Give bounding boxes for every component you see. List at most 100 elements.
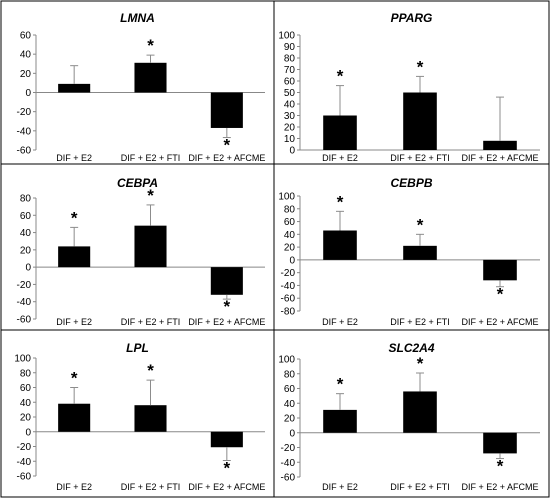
chart-0-category-label-2: DIF + E2 + AFCME	[188, 153, 265, 163]
chart-0-title: LMNA	[120, 11, 155, 25]
chart-3-y-tick-label-2: -40	[281, 281, 296, 292]
chart-0-category-label-1: DIF + E2 + FTI	[121, 153, 181, 163]
chart-3-y-tick-label-8: 80	[284, 204, 296, 215]
chart-4-category-label-2: DIF + E2 + AFCME	[188, 482, 265, 492]
chart-1-y-tick-label-9: 90	[284, 42, 296, 53]
chart-0-y-tick-label-2: -20	[17, 107, 32, 118]
chart-3-bar-2	[483, 259, 517, 281]
chart-4-title: LPL	[126, 341, 149, 355]
chart-3-y-tick-label-7: 60	[284, 217, 296, 228]
chart-1-significance-0: *	[337, 67, 344, 86]
chart-5-y-tick-label-5: 40	[284, 399, 296, 410]
chart-4-significance-0: *	[71, 369, 78, 388]
chart-2-y-tick-label-2: -20	[17, 280, 32, 291]
chart-4-category-label-1: DIF + E2 + FTI	[121, 482, 181, 492]
chart-0-category-label-0: DIF + E2	[56, 153, 92, 163]
chart-5-significance-1: *	[417, 354, 424, 373]
chart-2-bar-1	[134, 225, 167, 268]
chart-5-bar-2	[483, 432, 517, 454]
chart-2-title: CEBPA	[117, 176, 158, 190]
chart-4-bar-0	[58, 403, 91, 432]
chart-2-y-tick-label-1: -40	[17, 297, 32, 308]
chart-0-y-tick-label-1: -40	[17, 126, 32, 137]
chart-0-y-tick-label-6: 60	[20, 31, 32, 42]
chart-5-title: SLC2A4	[388, 341, 434, 355]
chart-5-y-tick-label-4: 20	[284, 414, 296, 425]
chart-2-significance-2: *	[224, 297, 231, 316]
chart-1-y-tick-label-7: 70	[284, 65, 296, 76]
chart-2-y-tick-label-5: 40	[20, 228, 32, 239]
chart-5-category-label-0: DIF + E2	[322, 482, 358, 492]
chart-1-y-tick-label-8: 80	[284, 54, 296, 65]
chart-1-category-label-1: DIF + E2 + FTI	[390, 153, 450, 163]
chart-0-bar-2	[210, 92, 243, 128]
chart-3-y-tick-label-1: -60	[281, 294, 296, 305]
chart-1-y-tick-label-4: 40	[284, 100, 296, 111]
chart-4-y-tick-label-5: 40	[20, 398, 32, 409]
chart-3-y-tick-label-5: 20	[284, 243, 296, 254]
chart-1-y-tick-label-0: 0	[289, 146, 295, 157]
chart-1-y-tick-label-6: 60	[284, 77, 296, 88]
chart-5-significance-0: *	[337, 375, 344, 394]
chart-4-significance-1: *	[147, 361, 154, 380]
chart-1-category-label-2: DIF + E2 + AFCME	[461, 153, 538, 163]
chart-3-y-tick-label-4: 0	[289, 255, 295, 266]
chart-5-category-label-2: DIF + E2 + AFCME	[461, 482, 538, 492]
chart-1-bar-1	[403, 92, 437, 150]
chart-3-category-label-2: DIF + E2 + AFCME	[461, 317, 538, 327]
chart-5-y-tick-label-2: -20	[281, 443, 296, 454]
chart-5-y-tick-label-3: 0	[289, 428, 295, 439]
chart-3-significance-2: *	[497, 285, 504, 304]
chart-5-group: SLC2A4 -60 -40 -20 0 20 40 60 80 100 * DIF + E2 * DIF…	[273, 329, 550, 498]
chart-4-y-tick-label-2: -20	[17, 442, 32, 453]
chart-5-y-tick-label-8: 100	[278, 355, 295, 366]
chart-3-significance-0: *	[337, 192, 344, 211]
chart-1-y-tick-label-5: 50	[284, 88, 296, 99]
chart-2-y-tick-label-0: -60	[17, 315, 32, 326]
chart-2-category-label-0: DIF + E2	[56, 317, 92, 327]
chart-2-y-tick-label-7: 80	[20, 194, 32, 205]
chart-0-y-tick-label-5: 40	[20, 50, 32, 61]
chart-2-category-label-1: DIF + E2 + FTI	[121, 317, 181, 327]
chart-2-bar-2	[210, 267, 243, 295]
chart-2-significance-0: *	[71, 208, 78, 227]
chart-3-category-label-0: DIF + E2	[322, 317, 358, 327]
chart-5-y-tick-label-7: 80	[284, 369, 296, 380]
chart-3-bar-1	[403, 245, 437, 260]
chart-3-significance-1: *	[417, 215, 424, 234]
chart-0-bar-0	[58, 83, 91, 93]
chart-0-bar-1	[134, 62, 167, 93]
chart-4-y-tick-label-4: 20	[20, 413, 32, 424]
chart-5-frame	[273, 329, 550, 498]
chart-4-y-tick-label-8: 100	[14, 354, 31, 365]
chart-3-y-tick-label-6: 40	[284, 230, 296, 241]
chart-4-category-label-0: DIF + E2	[56, 482, 92, 492]
chart-2-bar-0	[58, 246, 91, 268]
chart-0-y-tick-label-3: 0	[25, 88, 31, 99]
chart-4-y-tick-label-7: 80	[20, 368, 32, 379]
chart-3-y-tick-label-3: -20	[281, 268, 296, 279]
chart-4-y-tick-label-0: -60	[17, 472, 32, 483]
chart-3-y-tick-label-9: 100	[278, 192, 295, 203]
chart-3-title: CEBPB	[390, 176, 432, 190]
chart-4-bar-2	[210, 431, 243, 448]
chart-0-y-tick-label-0: -60	[17, 146, 32, 157]
chart-2-y-tick-label-4: 20	[20, 245, 32, 256]
chart-3-y-tick-label-0: -80	[281, 307, 296, 318]
chart-4-bar-1	[134, 405, 167, 432]
chart-1-y-tick-label-1: 10	[284, 134, 296, 145]
chart-5-bar-1	[403, 391, 437, 433]
chart-5-significance-2: *	[497, 457, 504, 476]
chart-5-bar-0	[323, 409, 357, 433]
chart-1-bar-0	[323, 115, 357, 150]
chart-4-significance-2: *	[224, 459, 231, 478]
chart-4-y-tick-label-3: 0	[25, 427, 31, 438]
chart-1-y-tick-label-3: 30	[284, 111, 296, 122]
chart-2-significance-1: *	[147, 186, 154, 205]
chart-5-y-tick-label-0: -60	[281, 473, 296, 484]
